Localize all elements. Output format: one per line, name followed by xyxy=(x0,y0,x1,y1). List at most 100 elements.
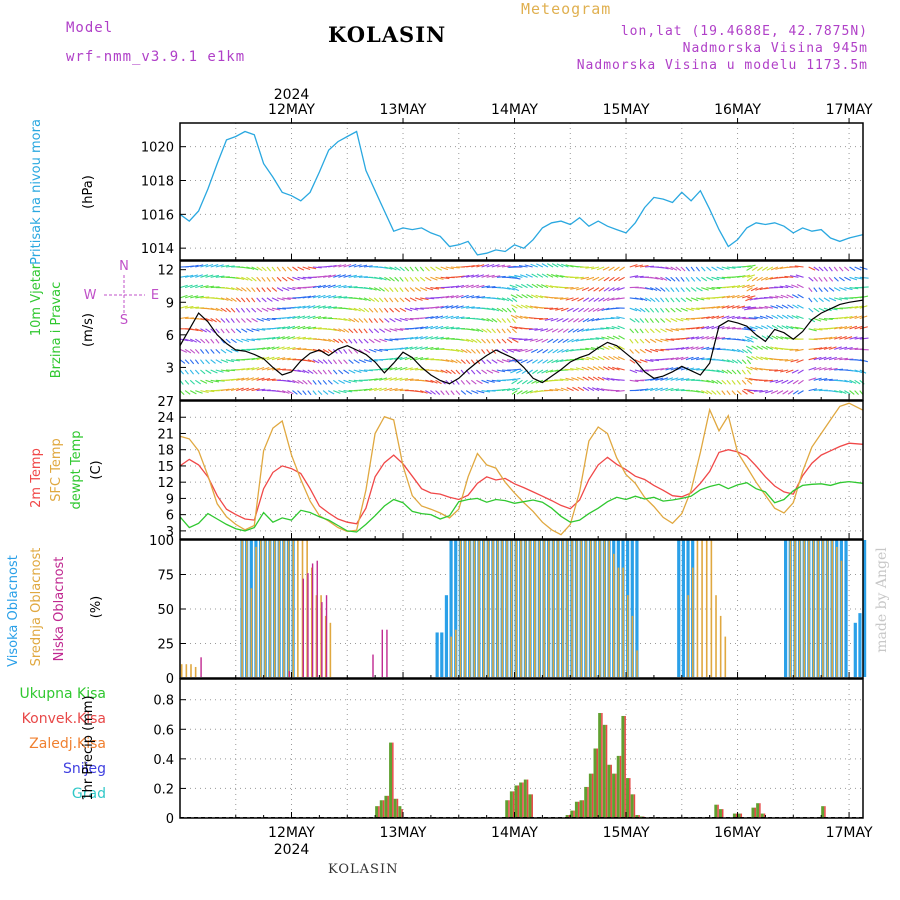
wind-vector xyxy=(460,338,470,342)
precip-conv-bar xyxy=(378,806,380,818)
wind-vector xyxy=(844,390,851,395)
wind-vector xyxy=(455,275,465,278)
wind-vector xyxy=(430,336,439,340)
wind-vector xyxy=(240,307,246,313)
wind-vector xyxy=(813,377,822,381)
wind-vector xyxy=(322,390,329,395)
wind-vector xyxy=(598,287,605,292)
wind-vector xyxy=(481,379,489,384)
wind-vector xyxy=(465,390,473,395)
wind-vector xyxy=(455,294,464,299)
wind-vector xyxy=(404,378,414,381)
wind-vector xyxy=(561,263,569,268)
wind-vector xyxy=(750,366,758,371)
wind-vector xyxy=(696,346,704,350)
wind-vector xyxy=(726,295,735,299)
cloud-bar-1 xyxy=(724,636,727,677)
wind-vector xyxy=(771,314,779,319)
wind-vector xyxy=(343,285,353,289)
wind-vector xyxy=(179,338,189,342)
wind-vector xyxy=(784,275,794,278)
wind-vector xyxy=(373,338,381,343)
wind-vector xyxy=(634,338,639,344)
wind-vector xyxy=(792,379,799,385)
precip-conv-bar xyxy=(740,813,743,818)
wind-vector xyxy=(251,287,256,293)
wind-vector xyxy=(785,325,794,330)
wind-vector xyxy=(764,357,773,361)
wind-vector xyxy=(297,390,303,396)
wind-vector xyxy=(287,276,294,282)
wind-vector xyxy=(520,304,528,309)
wind-vector xyxy=(660,338,669,342)
wind-vector xyxy=(639,318,645,323)
wind-vector xyxy=(399,389,409,392)
wind-vector xyxy=(629,349,634,354)
wind-vector xyxy=(317,284,326,289)
wind-vector xyxy=(726,315,735,320)
wind-vector xyxy=(506,318,511,324)
wind-vector xyxy=(246,377,255,381)
cloud-bar-0 xyxy=(853,622,857,677)
wind-vector xyxy=(731,379,736,385)
wind-vector xyxy=(828,266,833,272)
wind-vector xyxy=(287,346,296,350)
wind-vector xyxy=(440,337,450,340)
wind-vector xyxy=(833,276,839,282)
wind-vector xyxy=(230,328,236,334)
precip-total-bar xyxy=(588,773,592,818)
wind-vector xyxy=(425,297,435,300)
wind-vector xyxy=(665,276,672,282)
wind-vector xyxy=(525,304,533,309)
wind-vector xyxy=(539,295,549,299)
wind-vector xyxy=(348,379,358,383)
wind-vector xyxy=(496,275,506,278)
wind-vector xyxy=(435,287,445,289)
wind-vector xyxy=(761,325,768,330)
wind-vector xyxy=(849,390,855,395)
cloud-bar-1 xyxy=(585,540,587,677)
wind-vector xyxy=(481,274,490,278)
wind-vector xyxy=(665,307,670,313)
wind-vector xyxy=(435,369,444,373)
precip-conv-bar xyxy=(382,800,385,818)
wind-vector xyxy=(476,338,482,344)
wind-vector xyxy=(746,276,753,282)
wind-vector xyxy=(353,275,363,278)
cloud-bar-0 xyxy=(635,540,639,677)
wind-vector xyxy=(506,338,513,344)
precip-ytick-label: 0 xyxy=(166,812,174,827)
pressure-ytick-label: 1016 xyxy=(141,208,174,223)
wind-vector xyxy=(787,390,794,395)
wind-vector xyxy=(251,377,260,381)
wind-vector xyxy=(220,359,229,364)
wind-vector xyxy=(384,276,391,282)
wind-vector xyxy=(230,297,237,302)
wind-vector xyxy=(440,305,449,309)
wind-vector xyxy=(515,315,523,320)
wind-vector xyxy=(506,348,515,353)
precip-total-bar xyxy=(621,715,625,818)
wind-vector xyxy=(179,284,188,289)
wind-vector xyxy=(747,390,754,395)
wind-vector xyxy=(649,328,655,334)
wind-vector xyxy=(670,366,679,371)
wind-vector xyxy=(721,337,731,340)
wind-vector xyxy=(660,387,669,392)
wind-ytick-label: 6 xyxy=(166,329,174,344)
cloud-bar-2 xyxy=(325,595,328,677)
wind-vector xyxy=(629,338,634,344)
wind-vector xyxy=(282,390,290,394)
wind-vector xyxy=(271,297,279,302)
wind-vector xyxy=(675,328,685,331)
wind-vector xyxy=(521,294,528,299)
wind-vector xyxy=(210,286,220,289)
wind-vector xyxy=(322,338,332,342)
wind-vector xyxy=(531,379,539,385)
wind-vector xyxy=(854,315,863,320)
wind-vector xyxy=(322,274,332,278)
wind-vector xyxy=(373,318,379,324)
wind-vector xyxy=(839,357,848,361)
wind-vector xyxy=(716,276,726,280)
wind-vector xyxy=(557,338,564,344)
